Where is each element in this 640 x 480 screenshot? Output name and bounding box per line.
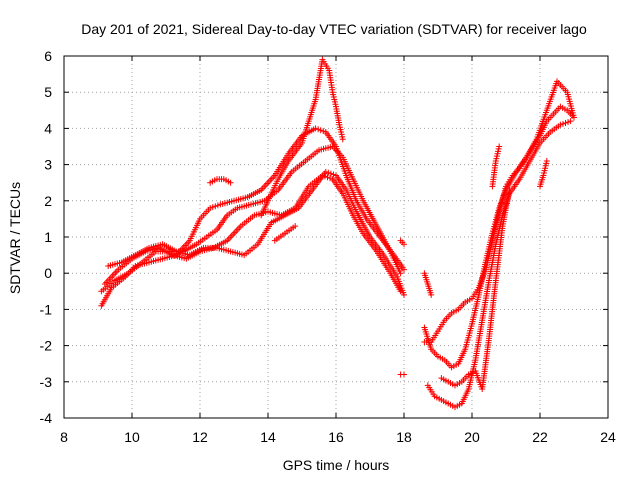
data-point [292, 223, 299, 230]
series-track-e [207, 176, 234, 186]
data-point [557, 121, 564, 128]
series-track-k [421, 78, 577, 371]
series-track-f [258, 56, 346, 219]
series-track-n [421, 270, 435, 298]
chart-title: Day 201 of 2021, Sidereal Day-to-day VTE… [81, 21, 587, 37]
data-point [401, 266, 407, 273]
data-point [571, 114, 577, 121]
data-point [324, 174, 331, 181]
data-point [567, 118, 574, 125]
data-point [401, 371, 407, 378]
x-tick-label: 24 [600, 429, 616, 445]
data-point [207, 205, 214, 212]
data-point [339, 136, 346, 143]
grid-lines [64, 56, 608, 418]
data-point [212, 203, 219, 210]
x-tick-label: 12 [192, 429, 208, 445]
data-point [209, 204, 216, 211]
data-point [401, 291, 407, 298]
x-tick-label: 18 [396, 429, 412, 445]
data-point [543, 157, 550, 164]
data-point [317, 127, 324, 134]
data-point [227, 179, 234, 186]
y-tick-label: 6 [44, 48, 52, 64]
data-points [98, 56, 577, 411]
series-track-h [397, 237, 407, 248]
data-point [214, 202, 221, 209]
x-axis-label: GPS time / hours [283, 457, 390, 473]
data-point [506, 186, 513, 193]
data-point [322, 168, 329, 175]
x-tick-label: 22 [532, 429, 548, 445]
y-tick-label: -3 [40, 374, 53, 390]
y-tick-label: -2 [40, 338, 53, 354]
x-tick-label: 8 [60, 429, 68, 445]
series-track-m [438, 186, 513, 393]
data-point [330, 171, 337, 178]
y-tick-label: 5 [44, 84, 52, 100]
series-track-i [397, 371, 407, 378]
y-tick-label: 2 [44, 193, 52, 209]
data-point [496, 143, 503, 150]
data-point [559, 120, 566, 127]
data-point [327, 175, 334, 182]
series-track-o [489, 143, 503, 190]
data-point [562, 119, 569, 126]
data-point [565, 119, 572, 126]
data-point [428, 291, 435, 298]
y-axis-label: SDTVAR / TECUs [7, 182, 23, 294]
x-tick-label: 14 [260, 429, 276, 445]
data-point [401, 241, 407, 248]
x-tick-label: 20 [464, 429, 480, 445]
data-point [325, 169, 332, 176]
data-point [315, 126, 322, 133]
y-tick-label: 3 [44, 157, 52, 173]
x-tick-label: 10 [124, 429, 140, 445]
data-point [312, 125, 319, 132]
y-tick-label: 1 [44, 229, 52, 245]
y-tick-label: -4 [40, 410, 53, 426]
data-point [320, 128, 327, 135]
data-point [327, 170, 334, 177]
series-track-g [271, 223, 299, 244]
data-point [397, 270, 404, 277]
y-tick-label: -1 [40, 301, 53, 317]
x-tick-label: 16 [328, 429, 344, 445]
series-track-p [537, 157, 550, 190]
y-tick-label: 0 [44, 265, 52, 281]
y-tick-label: 4 [44, 120, 52, 136]
series-track-d [105, 168, 407, 298]
